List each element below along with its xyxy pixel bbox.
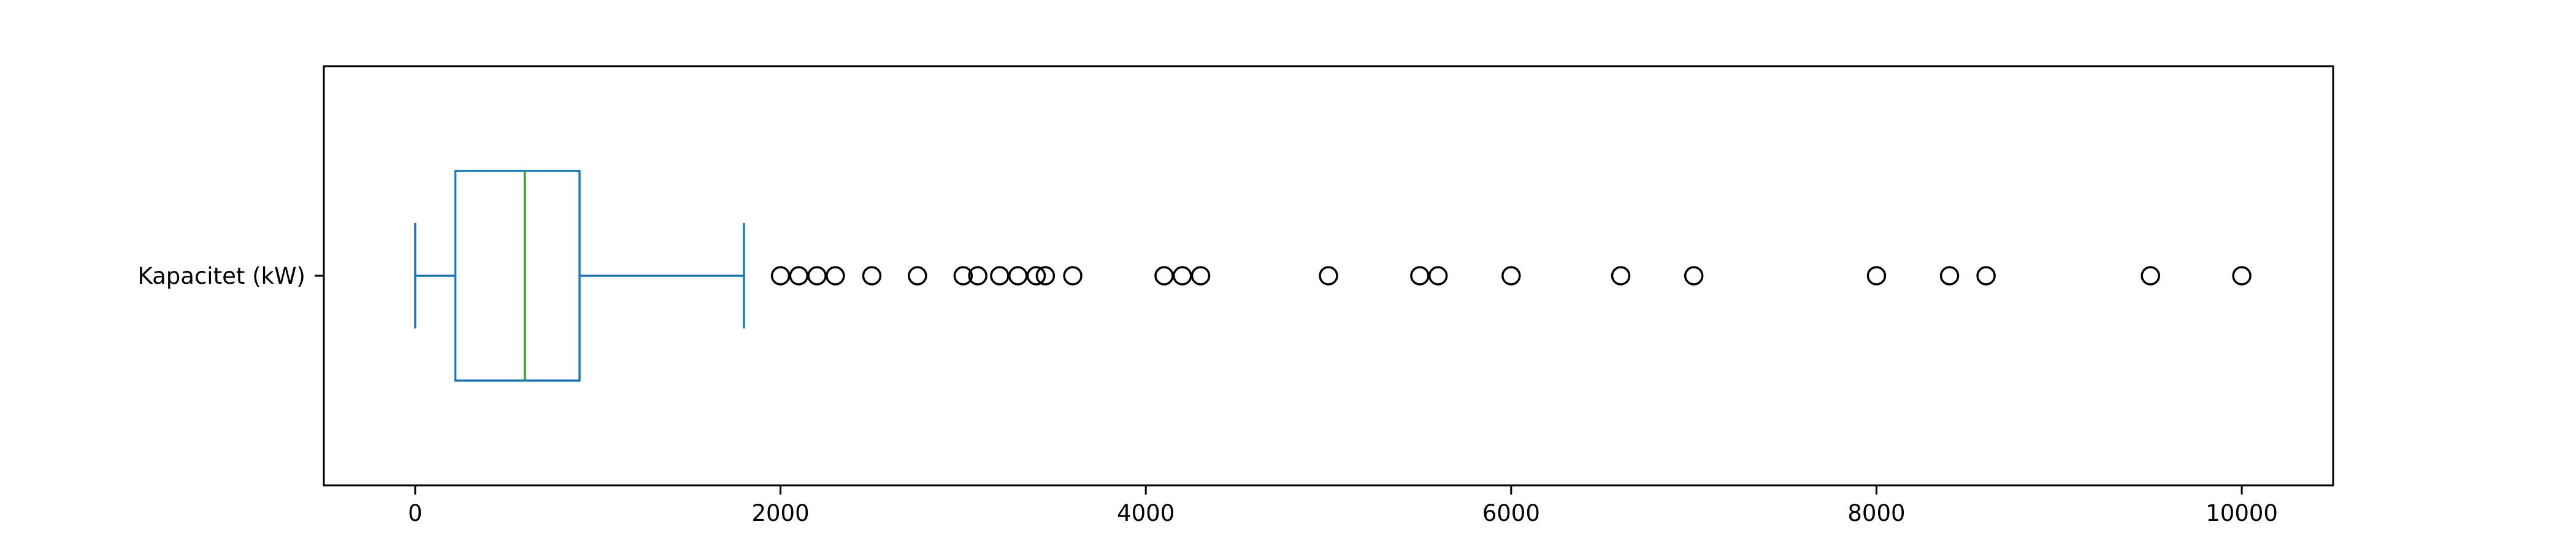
outlier-point — [1063, 266, 1083, 286]
outlier-point — [1154, 266, 1174, 286]
outlier-point — [807, 266, 827, 286]
x-tick-label: 4000 — [1117, 500, 1175, 526]
outlier-point — [1501, 266, 1521, 286]
outlier-point — [1939, 266, 1960, 286]
outlier-point — [2232, 266, 2252, 286]
outlier-point — [1684, 266, 1704, 286]
outlier-point — [1008, 266, 1028, 286]
outlier-point — [862, 266, 882, 286]
outlier-point — [1866, 266, 1887, 286]
y-tick-label: Kapacitet (kW) — [138, 263, 306, 289]
outlier-point — [990, 266, 1010, 286]
outlier-point — [1976, 266, 1996, 286]
outlier-point — [770, 266, 791, 286]
outlier-point — [1026, 266, 1046, 286]
outlier-point — [1410, 266, 1430, 286]
outlier-point — [968, 266, 987, 286]
x-tick-label: 8000 — [1847, 500, 1905, 526]
outlier-point — [1428, 266, 1448, 286]
outlier-point — [826, 266, 845, 286]
outlier-point — [1172, 266, 1192, 286]
y-axis-ticks: Kapacitet (kW) — [138, 263, 324, 289]
x-tick-label: 0 — [408, 500, 423, 526]
outlier-point — [2141, 266, 2160, 286]
outlier-point — [908, 266, 927, 286]
x-tick-label: 10000 — [2206, 500, 2278, 526]
outlier-layer — [770, 266, 2252, 286]
outlier-point — [1319, 266, 1338, 286]
outlier-point — [953, 266, 973, 286]
x-tick-label: 6000 — [1482, 500, 1540, 526]
box-iqr — [454, 170, 581, 382]
x-axis-ticks: 0 2000 4000 6000 8000 10000 — [408, 485, 2278, 526]
outlier-point — [789, 266, 809, 286]
outlier-point — [1035, 266, 1056, 286]
x-tick-label: 2000 — [751, 500, 809, 526]
outlier-point — [1190, 266, 1211, 286]
box-layer — [414, 170, 745, 382]
outlier-point — [1611, 266, 1631, 286]
